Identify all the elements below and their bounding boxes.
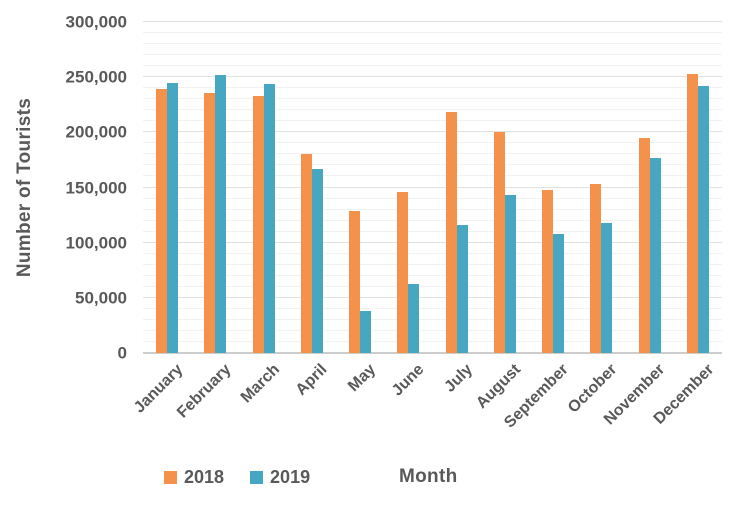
minor-gridline — [143, 120, 722, 122]
legend-swatch-2018 — [164, 470, 177, 484]
minor-gridline — [143, 109, 722, 111]
major-gridline — [143, 76, 722, 78]
x-axis-title: Month — [399, 466, 458, 487]
bar-group-november — [626, 22, 674, 353]
bar-group-april — [288, 22, 336, 353]
y-tick-label: 150,000 — [65, 178, 127, 197]
y-tick-label: 0 — [117, 343, 127, 363]
bar-2019-june — [408, 283, 420, 353]
legend-item-2018: 2018 — [164, 468, 224, 486]
bar-2019-february — [215, 74, 227, 353]
x-tick-label: July — [440, 361, 476, 396]
minor-gridline — [143, 164, 722, 166]
legend: 2018 2019 — [164, 468, 310, 486]
bar-group-february — [191, 22, 239, 353]
bar-2018-august — [493, 132, 505, 353]
bar-2019-september — [553, 233, 565, 353]
plot-area — [143, 21, 722, 354]
bar-2019-march — [263, 83, 275, 353]
minor-gridline — [143, 219, 722, 221]
bar-group-january — [143, 22, 191, 353]
bar-2019-may — [360, 311, 372, 353]
minor-gridline — [143, 98, 722, 100]
x-axis-labels: January February March April May June July Augu… — [131, 353, 722, 463]
minor-gridline — [143, 43, 722, 45]
major-gridline — [143, 131, 722, 133]
legend-item-2019: 2019 — [250, 468, 310, 486]
x-tick-label: April — [293, 361, 331, 399]
bar-2018-march — [252, 95, 264, 353]
minor-gridline — [143, 318, 722, 320]
minor-gridline — [143, 252, 722, 254]
minor-gridline — [143, 142, 722, 144]
minor-gridline — [143, 32, 722, 34]
minor-gridline — [143, 274, 722, 276]
minor-gridline — [143, 285, 722, 287]
bar-2019-november — [649, 157, 661, 353]
legend-swatch-2019 — [250, 470, 264, 484]
bar-2018-october — [590, 184, 602, 353]
minor-gridline — [143, 175, 722, 177]
minor-gridline — [143, 230, 722, 232]
bar-2019-january — [167, 82, 179, 353]
minor-gridline — [143, 263, 722, 265]
bar-2018-november — [638, 137, 650, 353]
minor-gridline — [143, 153, 722, 155]
bar-2018-september — [542, 189, 554, 353]
bar-group-september — [529, 22, 577, 353]
bar-group-may — [336, 22, 384, 353]
minor-gridline — [143, 307, 722, 309]
bar-2019-december — [697, 86, 709, 353]
bar-2018-february — [204, 92, 216, 353]
bar-2018-december — [686, 73, 698, 353]
bar-2018-april — [300, 154, 312, 353]
major-gridline — [143, 21, 722, 22]
bar-2019-july — [456, 225, 468, 353]
legend-label-2018: 2018 — [184, 467, 225, 487]
minor-gridline — [143, 197, 722, 199]
legend-label-2019: 2019 — [270, 467, 311, 487]
bar-groups — [143, 22, 722, 353]
y-tick-label: 200,000 — [65, 122, 127, 142]
bar-group-march — [240, 22, 288, 353]
y-tick-label: 300,000 — [65, 12, 127, 32]
minor-gridline — [143, 87, 722, 89]
x-tick-label: June — [388, 361, 428, 400]
y-tick-label: 100,000 — [65, 233, 127, 253]
bar-2018-july — [445, 112, 457, 353]
major-gridline — [143, 241, 722, 243]
bar-group-december — [674, 22, 722, 353]
minor-gridline — [143, 208, 722, 210]
x-tick-label: May — [345, 361, 380, 396]
bar-2018-june — [397, 191, 409, 353]
bar-group-august — [481, 22, 529, 353]
minor-gridline — [143, 54, 722, 56]
bar-2019-august — [504, 195, 516, 353]
x-axis-line — [143, 352, 722, 354]
x-tick-label: March — [237, 361, 283, 407]
bar-group-october — [577, 22, 625, 353]
minor-gridline — [143, 340, 722, 342]
bar-2018-january — [156, 89, 168, 353]
bar-group-july — [433, 22, 481, 353]
major-gridline — [143, 186, 722, 188]
y-axis-ticks: 0 50,000 100,000 150,000 200,000 250,000 300,0… — [0, 14, 143, 362]
bar-2019-april — [311, 168, 323, 353]
bar-2018-may — [349, 210, 361, 353]
bar-2019-october — [601, 222, 613, 353]
y-tick-label: 50,000 — [75, 288, 127, 308]
minor-gridline — [143, 65, 722, 67]
bar-group-june — [384, 22, 432, 353]
major-gridline — [143, 296, 722, 298]
y-tick-label: 250,000 — [65, 67, 127, 87]
minor-gridline — [143, 329, 722, 331]
